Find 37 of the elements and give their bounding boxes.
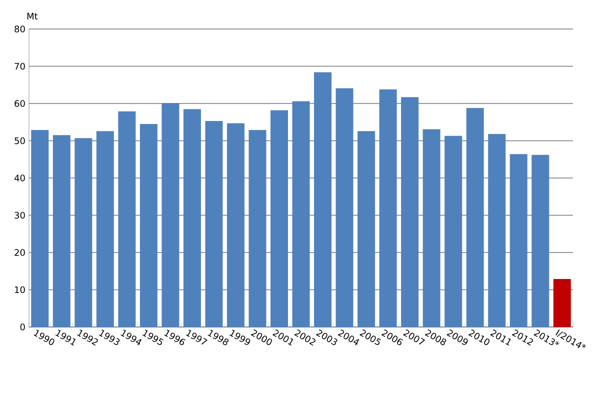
bar xyxy=(52,135,70,327)
bar xyxy=(336,88,354,327)
bar xyxy=(226,123,244,327)
y-tick-label: 60 xyxy=(14,100,25,107)
y-tick-label: 0 xyxy=(20,324,25,330)
x-tick-label: 2007 xyxy=(403,330,426,344)
bar xyxy=(466,108,484,327)
bar xyxy=(205,121,223,327)
bar xyxy=(422,129,440,327)
bar xyxy=(314,72,332,327)
bar xyxy=(532,154,550,327)
y-tick-label: 70 xyxy=(14,62,25,70)
y-tick-label: 40 xyxy=(14,174,25,182)
bar xyxy=(292,101,310,327)
bar xyxy=(358,131,376,327)
y-tick-label: 50 xyxy=(14,137,25,144)
bar xyxy=(248,130,266,327)
bar xyxy=(96,131,114,327)
bar xyxy=(270,110,288,327)
bar xyxy=(140,124,158,327)
bar xyxy=(183,109,201,327)
y-axis-title: Mt xyxy=(27,12,38,20)
bar xyxy=(31,130,49,327)
bar xyxy=(74,138,92,327)
y-tick-label: 80 xyxy=(14,26,25,32)
y-tick-label: 20 xyxy=(14,249,25,256)
bar xyxy=(401,97,419,327)
bar xyxy=(553,278,571,327)
bar xyxy=(118,111,136,327)
bar xyxy=(444,136,462,327)
x-tick-label: 1997 xyxy=(186,330,208,344)
y-tick-label: 10 xyxy=(15,286,25,294)
y-tick-label: 30 xyxy=(14,212,25,219)
bar xyxy=(162,103,180,327)
bar xyxy=(379,89,397,327)
bar xyxy=(488,134,506,327)
bar xyxy=(510,154,528,327)
